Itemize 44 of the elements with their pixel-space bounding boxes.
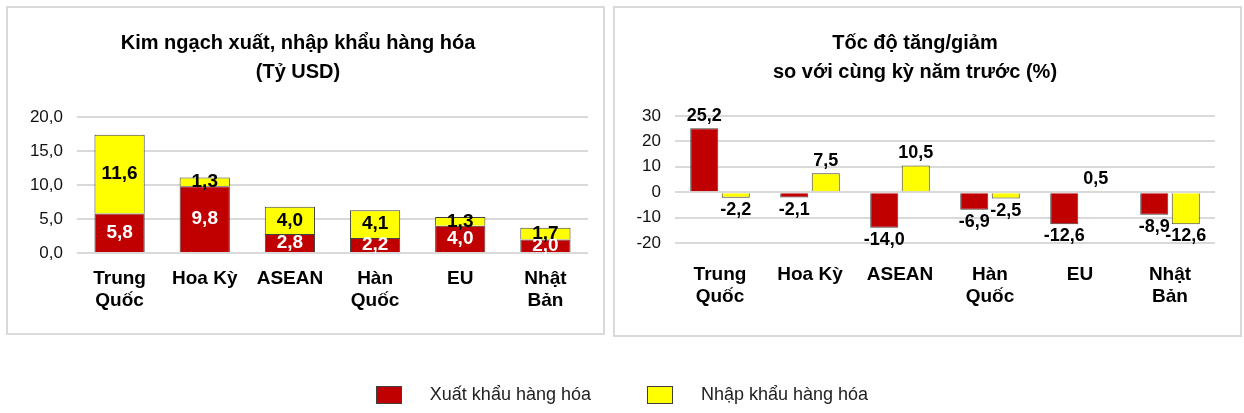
y-tick-label: -20 (636, 232, 661, 252)
chart-title: Kim ngạch xuất, nhập khẩu hàng hóa (Tỷ USD) (120, 31, 477, 83)
y-tick-label: 0,0 (39, 242, 63, 262)
data-label: 7,5 (813, 150, 839, 171)
data-label: 11,6 (101, 162, 138, 184)
data-label: 10,5 (898, 142, 934, 163)
legend-label: Xuất khẩu hàng hóa (429, 384, 591, 405)
data-label: 9,8 (191, 207, 218, 229)
x-tick-label: Trung Quốc (93, 266, 146, 311)
data-label: -2,2 (720, 198, 752, 219)
data-label: 25,2 (686, 105, 722, 126)
data-label: -12,6 (1043, 225, 1085, 246)
x-tick-label: ASEAN (256, 266, 324, 288)
y-tick-label: 15,0 (29, 140, 63, 160)
x-tick-label: Trung Quốc (693, 262, 747, 307)
y-tick-label: 20,0 (29, 106, 63, 126)
y-tick-label: 10,0 (29, 174, 63, 194)
data-label: 2,2 (361, 233, 389, 255)
x-tick-label: EU (447, 266, 474, 288)
x-tick-label: Hoa Kỳ (172, 266, 238, 288)
x-tick-label: Hàn Quốc (965, 262, 1015, 307)
data-label: -6,9 (958, 210, 990, 231)
y-tick-label: 0 (651, 181, 661, 201)
chart-title: Tốc độ tăng/giảm so với cùng kỳ năm trước (%) (772, 31, 1058, 83)
y-tick-label: 30 (642, 105, 661, 125)
y-tick-label: 5,0 (39, 208, 63, 228)
data-label: -14,0 (863, 228, 905, 249)
data-label: 2,8 (276, 231, 304, 253)
y-tick-label: 10 (642, 156, 661, 176)
y-tick-label: 20 (642, 131, 661, 151)
x-tick-label: Nhật Bản (524, 266, 568, 311)
legend-label: Nhập khẩu hàng hóa (700, 384, 869, 405)
data-label: 4,1 (361, 212, 389, 234)
y-tick-label: -10 (636, 207, 661, 227)
x-tick-label: Hàn Quốc (350, 266, 400, 311)
x-tick-label: ASEAN (866, 262, 934, 284)
x-tick-label: EU (1066, 262, 1094, 284)
data-label: -2,1 (778, 198, 810, 219)
x-tick-label: Hoa Kỳ (777, 262, 844, 284)
data-label: 0,5 (1083, 167, 1109, 188)
data-label: 4,0 (276, 208, 304, 230)
x-tick-label: Nhật Bản (1148, 262, 1192, 307)
data-label: 5,8 (106, 221, 133, 243)
data-label: -2,5 (990, 199, 1022, 220)
